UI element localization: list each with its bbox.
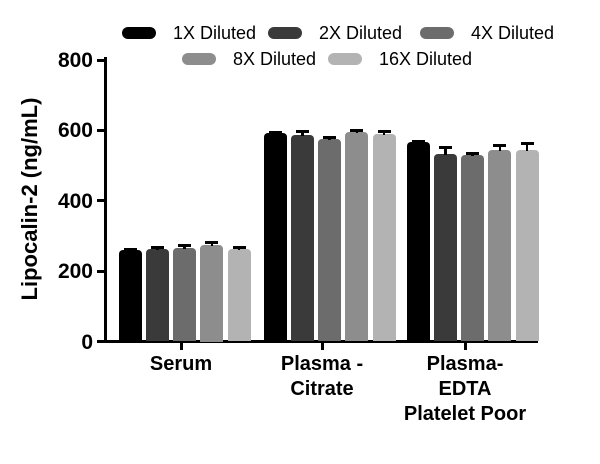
error-bar-cap-plasma-citrate-16x-diluted	[377, 129, 391, 133]
y-tick-label: 800	[57, 49, 93, 72]
error-bar-cap-plasma-edta-platelet-poor-4x-diluted	[466, 152, 480, 156]
legend-item-8x-diluted: 8X Diluted	[182, 49, 316, 69]
error-bar-plasma-edta-platelet-poor-2x-diluted	[444, 147, 447, 155]
error-bar-cap-serum-2x-diluted	[150, 245, 164, 249]
legend-swatch-16x-diluted	[328, 53, 362, 65]
bar-plasma-edta-platelet-poor-8x-diluted	[488, 150, 512, 342]
x-tick-label-line: Citrate	[290, 378, 354, 400]
error-bar-cap-serum-1x-diluted	[123, 247, 137, 251]
x-tick-label-line: Plasma-	[426, 353, 504, 375]
bar-serum-8x-diluted	[200, 244, 224, 342]
x-tick-label-line: Platelet Poor	[403, 403, 527, 425]
bar-plasma-edta-platelet-poor-2x-diluted	[433, 153, 457, 342]
legend-label-1x-diluted: 1X Diluted	[173, 22, 257, 43]
error-bar-plasma-citrate-8x-diluted	[355, 130, 359, 134]
bar-plasma-citrate-2x-diluted	[290, 135, 314, 342]
error-bar-cap-plasma-edta-platelet-poor-8x-diluted	[493, 143, 507, 147]
x-axis-line	[104, 340, 538, 343]
legend-swatch-4x-diluted	[420, 27, 454, 39]
y-tick	[97, 128, 104, 132]
legend-swatch-1x-diluted	[122, 27, 156, 39]
bar-serum-4x-diluted	[173, 247, 197, 342]
error-bar-cap-plasma-edta-platelet-poor-2x-diluted	[438, 146, 452, 150]
x-tick	[179, 343, 183, 350]
error-bar-plasma-edta-platelet-poor-16x-diluted	[525, 143, 529, 151]
legend-swatch-8x-diluted	[182, 53, 216, 65]
error-bar-serum-8x-diluted	[210, 242, 214, 246]
y-axis-line	[104, 57, 107, 343]
y-tick-label: 400	[57, 189, 93, 213]
legend-item-1x-diluted: 1X Diluted	[122, 23, 256, 43]
y-tick	[97, 269, 104, 273]
legend-label-16x-diluted: 16X Diluted	[379, 48, 473, 69]
bar-plasma-edta-platelet-poor-16x-diluted	[515, 149, 539, 342]
x-tick	[320, 343, 324, 350]
bar-plasma-citrate-8x-diluted	[345, 132, 369, 342]
legend-item-16x-diluted: 16X Diluted	[328, 49, 472, 69]
error-bar-cap-plasma-edta-platelet-poor-16x-diluted	[520, 142, 534, 146]
x-tick-label-line: Plasma -	[280, 353, 364, 375]
y-axis-title: Lipocalin-2 (ng/mL)	[17, 97, 42, 301]
legend-swatch-2x-diluted	[268, 27, 302, 39]
bar-serum-16x-diluted	[227, 249, 251, 342]
error-bar-cap-plasma-edta-platelet-poor-1x-diluted	[411, 140, 425, 144]
bar-serum-2x-diluted	[145, 249, 169, 342]
x-tick-label-line: Serum	[149, 353, 213, 375]
bar-plasma-citrate-4x-diluted	[318, 138, 342, 342]
legend-label-8x-diluted: 8X Diluted	[233, 48, 317, 69]
y-tick-label: 0	[81, 330, 93, 354]
bar-plasma-citrate-1x-diluted	[263, 133, 287, 342]
y-tick-label: 600	[57, 119, 93, 143]
error-bar-cap-plasma-citrate-4x-diluted	[323, 135, 337, 139]
x-tick	[463, 343, 467, 350]
bar-plasma-edta-platelet-poor-1x-diluted	[406, 142, 430, 342]
error-bar-cap-serum-4x-diluted	[178, 244, 192, 248]
bar-serum-1x-diluted	[118, 250, 142, 342]
y-tick-label: 200	[57, 260, 93, 284]
error-bar-plasma-citrate-16x-diluted	[382, 131, 386, 135]
bar-plasma-edta-platelet-poor-4x-diluted	[461, 155, 485, 342]
legend-label-4x-diluted: 4X Diluted	[471, 22, 555, 43]
error-bar-cap-plasma-citrate-1x-diluted	[268, 130, 282, 134]
legend-item-4x-diluted: 4X Diluted	[420, 23, 554, 43]
x-tick-label-line: EDTA	[438, 378, 492, 400]
x-tick-label-serum: Serum	[86, 352, 276, 377]
error-bar-cap-serum-8x-diluted	[205, 240, 219, 244]
error-bar-cap-plasma-citrate-2x-diluted	[295, 129, 309, 133]
error-bar-cap-plasma-citrate-8x-diluted	[350, 128, 364, 132]
legend-item-2x-diluted: 2X Diluted	[268, 23, 402, 43]
error-bar-cap-serum-16x-diluted	[232, 246, 246, 250]
error-bar-plasma-citrate-2x-diluted	[301, 131, 304, 137]
y-tick	[97, 199, 104, 203]
x-tick-label-plasma-citrate: Plasma - Citrate	[227, 352, 417, 402]
error-bar-plasma-edta-platelet-poor-8x-diluted	[498, 145, 502, 152]
y-tick	[97, 340, 104, 343]
legend-label-2x-diluted: 2X Diluted	[319, 22, 403, 43]
bar-plasma-citrate-16x-diluted	[372, 133, 396, 342]
y-tick	[97, 58, 104, 62]
error-bar-serum-2x-diluted	[156, 247, 159, 251]
x-tick-label-plasma-edta-platelet-poor: Plasma- EDTA Platelet Poor	[370, 352, 560, 427]
